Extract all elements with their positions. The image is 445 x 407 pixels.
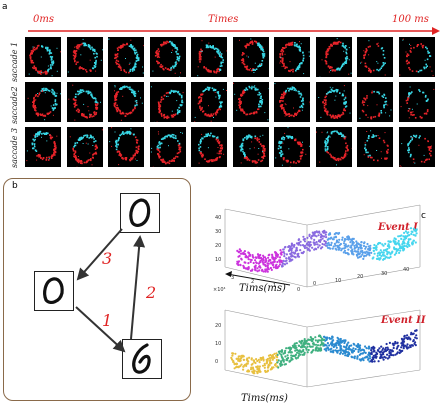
digit-image-bottom <box>122 339 162 379</box>
event-1-y-tick-30: 30 <box>215 229 222 235</box>
saccade-frame <box>274 127 311 168</box>
panel-b: 3 2 1 <box>3 178 191 401</box>
saccade-frame <box>149 82 186 123</box>
saccade-frame <box>315 127 353 167</box>
panel-a: a 0ms Times 100 ms saccade 1 saccade2 sa… <box>0 0 445 172</box>
event-1-z-tick-10: 10 <box>335 278 342 284</box>
event-2-z-tick-0: 0 <box>215 359 219 365</box>
event-1-time-arrowhead <box>225 271 232 277</box>
digit-image-left <box>34 271 74 311</box>
transition-arrows <box>75 228 146 353</box>
time-axis-label: Times <box>208 14 239 25</box>
saccade-frame <box>398 82 435 122</box>
event-1-z-tick-30: 30 <box>381 271 388 277</box>
event-1-axes <box>224 204 421 288</box>
edge-label-1: 1 <box>102 311 113 330</box>
event-2-axis-label: Tims(ms) <box>241 393 288 404</box>
row-label-saccade-3: saccade 3 <box>10 127 19 168</box>
saccade-frame <box>66 82 103 122</box>
saccade-frame <box>149 127 186 168</box>
saccade-frame <box>398 127 435 168</box>
saccade-frame <box>232 127 269 168</box>
row-label-saccade-2: saccade2 <box>10 86 19 124</box>
saccade-frame <box>315 82 352 122</box>
saccade-frame <box>191 127 227 167</box>
event-1-y-tick-40: 40 <box>215 215 222 221</box>
event-2-z-tick-20: 20 <box>215 323 222 329</box>
event-2-title: Event II <box>381 315 426 326</box>
edge-label-2: 2 <box>146 283 157 302</box>
panel-c-label: c <box>421 211 426 221</box>
edge-label-3: 3 <box>102 249 113 268</box>
saccade-frame <box>149 37 186 78</box>
saccade-frame <box>25 37 62 77</box>
row-label-saccade-1: saccade 1 <box>10 41 19 82</box>
time-start-label: 0ms <box>33 14 54 25</box>
saccade-frame <box>25 82 62 122</box>
saccade-frame <box>274 82 311 122</box>
saccade-frame <box>108 37 145 77</box>
event-1-y-tick-10: 10 <box>215 257 222 263</box>
saccade-tile-grid <box>25 37 440 172</box>
event-plots <box>224 204 421 388</box>
event-2-z-tick-10: 10 <box>215 341 222 347</box>
event-1-time-arrow <box>226 273 291 286</box>
panel-b-label: b <box>12 181 18 191</box>
panel-c: c Event I Event II 40 30 <box>195 175 445 407</box>
event-1-axis-label: Tims(ms) <box>239 283 286 294</box>
event-1-title: Event I <box>378 222 418 233</box>
event-1-y-tick-20: 20 <box>215 243 222 249</box>
event-1-z-tick-0: 0 <box>313 281 317 287</box>
saccade-frame <box>232 82 270 122</box>
event-2-axes <box>224 309 421 388</box>
saccade-frame <box>357 127 393 167</box>
event-1-scatter <box>236 227 418 273</box>
event-1-x-tick-1: 1 <box>273 283 277 289</box>
digit-image-top <box>120 193 160 233</box>
saccade-frame <box>315 37 352 78</box>
event-1-x-tick-0: 0 <box>297 287 301 293</box>
event-2-scatter <box>230 329 418 375</box>
saccade-frame <box>66 37 103 77</box>
saccade-frame <box>191 37 228 77</box>
saccade-frame <box>232 37 269 77</box>
event-1-x-exponent: ×10⁴ <box>213 287 226 293</box>
saccade-frame <box>191 82 227 123</box>
saccade-frame <box>25 127 61 167</box>
time-arrow <box>28 27 440 35</box>
event-1-z-tick-40: 40 <box>403 267 410 273</box>
time-end-label: 100 ms <box>392 14 429 25</box>
event-1-x-tick-3: 3 <box>231 275 235 281</box>
saccade-frame <box>108 82 144 122</box>
saccade-frame <box>66 127 103 168</box>
saccade-frame <box>357 37 393 78</box>
event-1-x-tick-2: 2 <box>251 279 255 285</box>
event-1-z-tick-20: 20 <box>357 274 364 280</box>
saccade-frame <box>274 37 310 77</box>
saccade-frame <box>357 82 393 122</box>
panel-a-label: a <box>2 2 8 12</box>
saccade-frame <box>108 127 144 167</box>
saccade-frame <box>398 37 435 77</box>
